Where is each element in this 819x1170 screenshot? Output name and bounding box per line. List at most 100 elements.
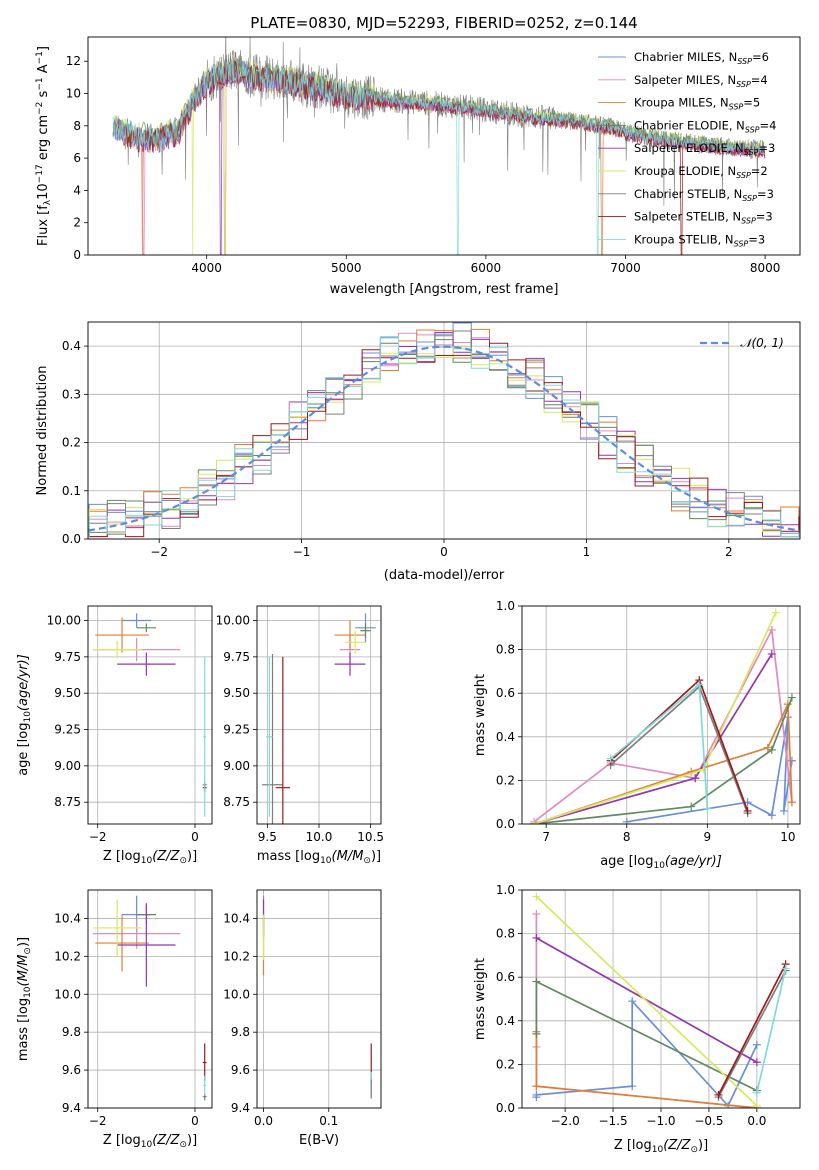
tick-label-x: 8 — [623, 830, 631, 844]
legend-sub: SSP — [745, 125, 760, 134]
weight-marker-chabrier_elodie — [532, 1029, 541, 1038]
legend-name: Kroupa STELIB, N — [634, 232, 734, 246]
weight-marker-chabrier_miles — [628, 1082, 637, 1091]
weight-marker-salpeter_elodie — [752, 1058, 761, 1067]
weight-marker-kroupa_elodie — [530, 820, 539, 824]
tick-label-y: 9.4 — [62, 1101, 81, 1115]
label-part: Flux [f — [36, 205, 51, 246]
tick-label-y: 0.4 — [496, 730, 515, 744]
tick-label-x: 10.0 — [306, 830, 333, 844]
axes-frame — [87, 889, 213, 1109]
label-part: λ — [43, 199, 53, 205]
legend-sub: SSP — [734, 239, 749, 248]
legend-label: Chabrier MILES, NSSP=6 — [634, 50, 769, 66]
y-axis-label: mass weight — [473, 674, 488, 756]
legend-label: Salpeter MILES, NSSP=4 — [634, 73, 768, 89]
tick-label-x: 0.0 — [254, 1114, 273, 1128]
label-part: −1 — [35, 51, 45, 64]
legend-name: Chabrier ELODIE, N — [634, 118, 745, 132]
axes-frame — [87, 36, 801, 256]
tick-label-x: −1.0 — [646, 1114, 675, 1128]
weight-marker-salpeter_miles — [767, 625, 776, 634]
legend-value: =3 — [757, 187, 774, 201]
tick-label-x: 9 — [704, 830, 712, 844]
tick-label-x: 9.5 — [258, 830, 277, 844]
legend-name: Salpeter STELIB, N — [634, 210, 741, 224]
legend-name: Salpeter ELODIE, N — [634, 141, 744, 155]
legend-sub: SSP — [736, 171, 751, 180]
panel-weight-vs-age: 7 8 9 10 0.0 0.2 0.4 0.6 0.8 1.0 mass weight age [l… — [473, 599, 801, 871]
label-part: 10 — [36, 183, 51, 200]
weight-marker-chabrier_miles — [622, 817, 631, 824]
x-axis-label: age [log10(age/yr)] — [600, 854, 722, 871]
label-part: Z [log — [103, 1133, 141, 1148]
weight-marker-salpeter_elodie — [532, 933, 541, 942]
axes-frame — [256, 605, 382, 825]
panel-mass-vs-ebv: 0.0 0.1 9.4 9.6 9.8 10.0 10.2 10.4 E(B-V) — [223, 889, 382, 1148]
tick-label-y: 12 — [66, 54, 81, 68]
tick-label-y: 9.8 — [231, 1025, 250, 1039]
label-part: (M/M — [332, 849, 364, 864]
weight-marker-salpeter_elodie — [767, 649, 776, 658]
label-part: 10 — [653, 861, 665, 871]
figure-title: PLATE=0830, MJD=52293, FIBERID=0252, z=0… — [250, 14, 637, 32]
y-axis-label: mass [log10(M/M⊙)] — [16, 937, 33, 1061]
weight-line-kroupa_stelib — [610, 682, 709, 809]
legend-value: =3 — [758, 141, 775, 155]
weight-marker-chabrier_elodie — [687, 802, 696, 811]
tick-label-y: 0.2 — [496, 1057, 515, 1071]
tick-label-x: −0.5 — [694, 1114, 723, 1128]
tick-label-x: 0.0 — [747, 1114, 766, 1128]
legend-value: =2 — [751, 164, 768, 178]
tick-label-y: 10 — [66, 87, 81, 101]
tick-label-y: 0.0 — [62, 532, 81, 546]
tick-label-x: −1 — [293, 545, 311, 559]
weight-lines — [532, 892, 790, 1108]
tick-label-y: 10.4 — [223, 911, 250, 925]
tick-label-y: 8.75 — [54, 795, 81, 809]
histograms — [88, 322, 800, 538]
weight-marker-kroupa_miles — [763, 743, 772, 752]
tick-label-y: 9.6 — [231, 1063, 250, 1077]
tick-label-x: 0 — [191, 1114, 199, 1128]
weight-marker-kroupa_elodie — [532, 892, 541, 901]
label-part: )] — [187, 849, 197, 864]
label-part: erg cm — [36, 115, 51, 164]
weight-line-salpeter_miles — [535, 914, 757, 1108]
tick-label-y: 0.1 — [62, 484, 81, 498]
weight-line-chabrier_elodie — [534, 697, 793, 824]
x-axis-label: Z [log10(Z/Z⊙)] — [103, 1133, 197, 1150]
tick-label-x: −2 — [89, 1114, 107, 1128]
weight-marker-salpeter_stelib — [743, 806, 752, 815]
tick-label-x: −1.5 — [598, 1114, 627, 1128]
legend-sub: SSP — [729, 103, 744, 112]
tick-label-y: 4 — [73, 183, 81, 197]
tick-label-x: −2.0 — [551, 1114, 580, 1128]
y-axis-label: age [log10(age/yr)] — [16, 654, 33, 776]
tick-label-y: 9.25 — [223, 723, 250, 737]
x-axis-label: E(B-V) — [299, 1133, 339, 1148]
label-part: −17 — [35, 164, 45, 183]
spectrum-model-kroupa_stelib — [112, 59, 766, 255]
tick-label-y: 0.8 — [496, 643, 515, 657]
tick-label-y: 0.4 — [62, 339, 81, 353]
tick-label-y: 0.3 — [62, 387, 81, 401]
weight-line-chabrier_stelib — [717, 970, 787, 1098]
weight-line-salpeter_elodie — [533, 653, 773, 824]
legend-sub: SSP — [741, 217, 756, 226]
tick-label-x: 1 — [583, 545, 591, 559]
legend-label: Chabrier STELIB, NSSP=3 — [634, 187, 774, 203]
legend-value: =3 — [748, 232, 765, 246]
legend-value: =6 — [752, 50, 769, 64]
legend-value: =4 — [760, 118, 777, 132]
label-part: age [log — [16, 723, 31, 776]
label-part: 10 — [23, 986, 33, 998]
weight-marker-kroupa_stelib — [695, 680, 704, 689]
tick-label-y: 10.4 — [54, 911, 81, 925]
tick-label-x: 10.5 — [357, 830, 384, 844]
weight-marker-kroupa_miles — [532, 1082, 541, 1091]
weight-marker-kroupa_stelib — [781, 964, 790, 973]
tick-label-x: 0 — [440, 545, 448, 559]
label-part: )] — [698, 1138, 708, 1153]
label-part: −1 — [35, 77, 45, 90]
